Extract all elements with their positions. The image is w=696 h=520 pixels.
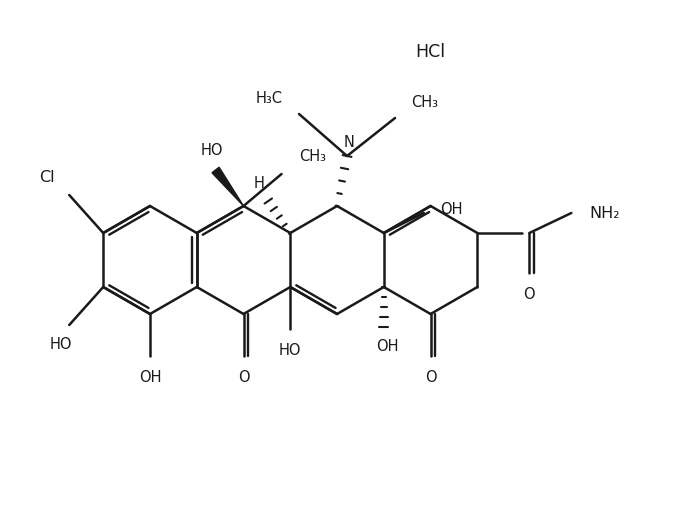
Text: CH₃: CH₃ (299, 149, 326, 164)
Text: O: O (523, 287, 535, 302)
Text: OH: OH (139, 370, 161, 385)
Text: NH₂: NH₂ (590, 205, 620, 220)
Text: HCl: HCl (415, 43, 445, 61)
Text: Cl: Cl (40, 170, 55, 185)
Text: OH: OH (440, 201, 462, 216)
Text: N: N (344, 135, 354, 150)
Text: OH: OH (377, 339, 399, 354)
Text: H₃C: H₃C (256, 91, 283, 106)
Text: HO: HO (50, 337, 72, 352)
Text: H: H (253, 176, 264, 191)
Text: O: O (425, 370, 436, 385)
Text: HO: HO (200, 143, 223, 158)
Text: HO: HO (279, 343, 301, 358)
Text: CH₃: CH₃ (411, 95, 438, 110)
Polygon shape (212, 167, 244, 206)
Text: O: O (238, 370, 249, 385)
